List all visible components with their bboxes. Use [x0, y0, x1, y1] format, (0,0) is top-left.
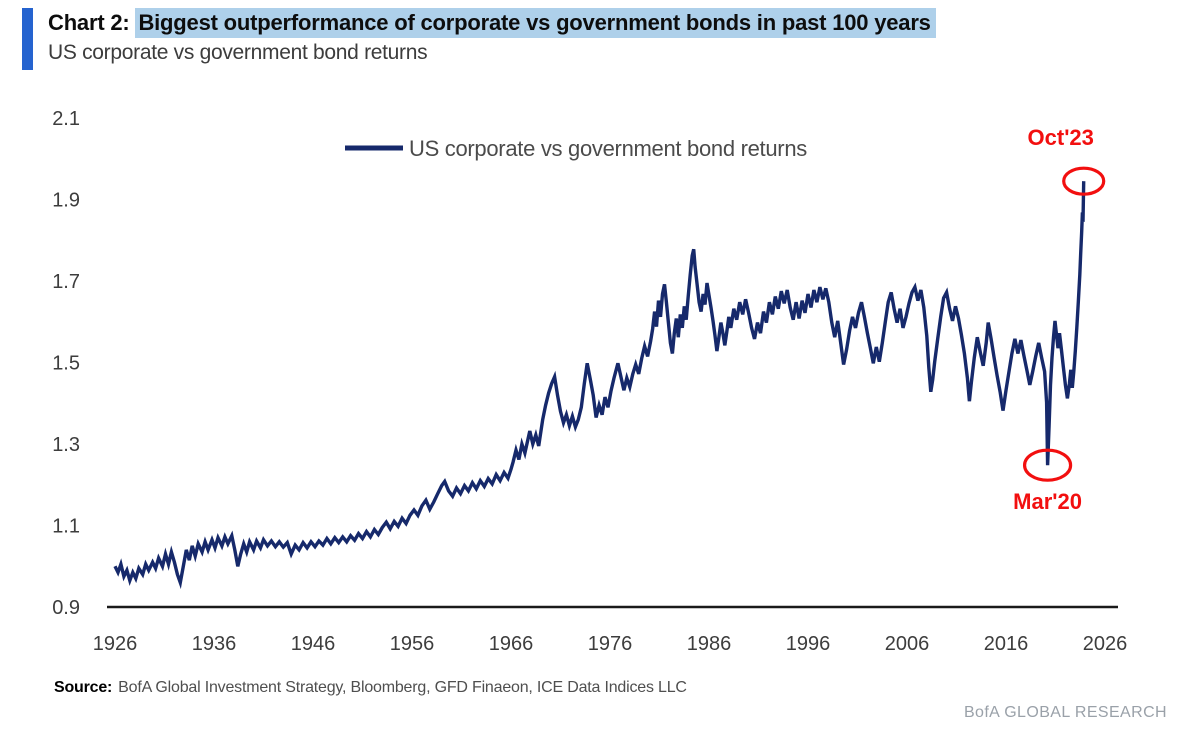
title-block: Chart 2: Biggest outperformance of corpo…	[48, 8, 936, 65]
y-axis-tick-label: 2.1	[52, 108, 80, 130]
x-axis-tick-label: 2026	[1083, 633, 1128, 655]
accent-bar	[22, 8, 33, 70]
annotation-circle	[1022, 448, 1073, 482]
title-highlighted-text: Biggest outperformance of corporate vs g…	[135, 8, 936, 38]
legend-label: US corporate vs government bond returns	[409, 136, 807, 161]
y-axis-tick-label: 1.7	[52, 271, 80, 293]
x-axis-tick-label: 2006	[885, 633, 930, 655]
x-axis-tick-label: 1976	[588, 633, 633, 655]
x-axis-tick-label: 1956	[390, 633, 435, 655]
x-axis-tick-label: 1926	[93, 633, 138, 655]
annotation-label: Mar'20	[1013, 489, 1082, 514]
legend: US corporate vs government bond returns	[345, 136, 808, 161]
chart-number-label: Chart 2:	[48, 10, 130, 35]
chart-canvas: US corporate vs government bond returns …	[52, 108, 1128, 655]
page-title: Chart 2: Biggest outperformance of corpo…	[48, 8, 936, 38]
chart-header: Chart 2: Biggest outperformance of corpo…	[22, 8, 936, 70]
x-axis-tick-label: 1946	[291, 633, 336, 655]
source-text: BofA Global Investment Strategy, Bloombe…	[118, 679, 687, 696]
annotations: Oct'23 Mar'20	[1013, 125, 1106, 514]
x-axis-tick-label: 1996	[786, 633, 831, 655]
x-axis-tick-label: 1936	[192, 633, 237, 655]
y-axis-tick-label: 1.5	[52, 353, 80, 375]
y-axis-tick-label: 0.9	[52, 597, 80, 619]
x-axis-tick-label: 1986	[687, 633, 732, 655]
y-axis-tick-label: 1.9	[52, 190, 80, 212]
source-line: Source: BofA Global Investment Strategy, …	[54, 679, 687, 697]
source-label: Source:	[54, 679, 113, 696]
chart-subtitle: US corporate vs government bond returns	[48, 41, 428, 64]
bond-returns-line	[113, 181, 1086, 590]
annotation-circle	[1062, 166, 1106, 196]
y-axis-tick-label: 1.3	[52, 434, 80, 456]
annotation-label: Oct'23	[1028, 125, 1094, 150]
x-axis-tick-label: 2016	[984, 633, 1029, 655]
y-axis-tick-label: 1.1	[52, 516, 80, 538]
x-axis-tick-label: 1966	[489, 633, 534, 655]
y-axis: 0.9 1.1 1.3 1.5 1.7 1.9 2.1	[52, 108, 80, 619]
x-axis: 1926 1936 1946 1956 1966 1976 1986 1996 2006 2016…	[93, 633, 1128, 655]
bofa-global-research-brand: BofA GLOBAL RESEARCH	[963, 704, 1167, 721]
